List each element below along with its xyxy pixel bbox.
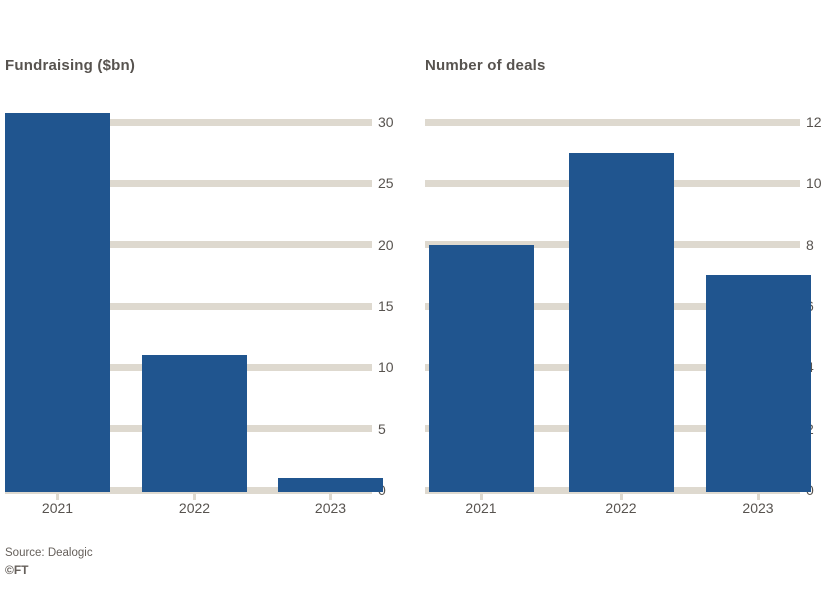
x-axis-tick-2021 (479, 493, 483, 500)
y-axis-label-15: 15 (378, 298, 394, 314)
source-text: Source: Dealogic (5, 547, 93, 559)
y-axis-label-10: 10 (378, 359, 394, 376)
right-chart-panel: Number of deals 121086420202120222023 (425, 0, 831, 594)
x-axis-tick-2021 (56, 493, 59, 500)
ft-credit: ©FT (5, 563, 29, 577)
x-axis-tick-2022 (193, 493, 196, 500)
bar-2022 (142, 355, 247, 492)
gridline-12 (425, 118, 800, 126)
y-axis-label-25: 25 (378, 175, 394, 192)
x-axis-label-2021: 2021 (41, 500, 74, 516)
x-axis-tick-2022 (619, 493, 623, 500)
source-block: Source: Dealogic ©FT (5, 546, 93, 578)
left-chart-title: Fundraising ($bn) (5, 57, 136, 74)
left-chart-panel: Fundraising ($bn) 3025201510502021202220… (5, 0, 417, 594)
x-axis-tick-2023 (756, 493, 760, 500)
gridline-20 (5, 241, 372, 249)
gridline-15 (5, 302, 372, 310)
gridline-25 (5, 179, 372, 187)
y-axis-label-12: 12 (806, 114, 822, 130)
bar-2021 (5, 113, 110, 492)
gridline-30 (5, 118, 372, 126)
y-axis-label-10: 10 (806, 175, 822, 192)
x-axis-tick-2023 (329, 493, 332, 500)
x-axis-label-2021: 2021 (465, 500, 497, 516)
y-axis-label-30: 30 (378, 114, 394, 130)
y-axis-label-8: 8 (806, 236, 814, 253)
x-axis-label-2023: 2023 (314, 500, 347, 516)
y-axis-label-5: 5 (378, 420, 386, 437)
bar-2023 (278, 477, 383, 492)
bar-2023 (705, 275, 811, 492)
x-axis-label-2022: 2022 (605, 500, 637, 516)
x-axis-label-2022: 2022 (178, 500, 211, 516)
bar-2022 (568, 152, 674, 492)
right-chart-title: Number of deals (425, 57, 546, 74)
bar-2021 (428, 244, 534, 492)
x-axis-label-2023: 2023 (742, 500, 774, 516)
y-axis-label-20: 20 (378, 236, 394, 253)
